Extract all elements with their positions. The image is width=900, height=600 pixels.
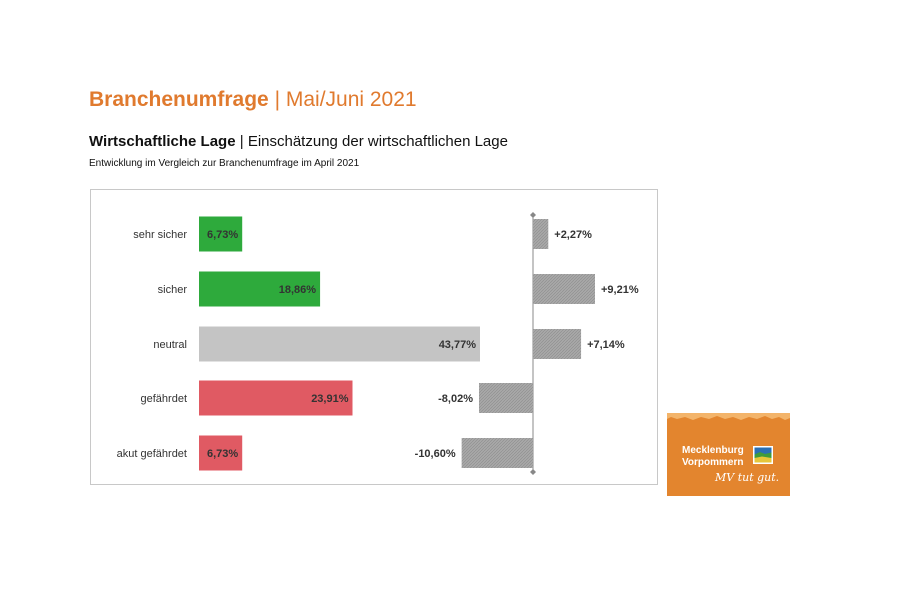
change-label: +7,14% (587, 339, 625, 351)
category-label: akut gefährdet (117, 448, 187, 460)
logo-line2: Vorpommern (682, 457, 744, 468)
change-bar (533, 329, 582, 359)
share-label: 23,91% (311, 393, 349, 405)
title-rest: | Mai/Juni 2021 (274, 88, 417, 111)
chart-subtitle: Wirtschaftliche Lage | Einschätzung der … (89, 133, 508, 150)
share-label: 6,73% (207, 448, 238, 460)
change-label: +9,21% (601, 284, 639, 296)
category-label: neutral (153, 339, 187, 351)
logo-torn-edge (667, 413, 790, 420)
chart-note: Entwicklung im Vergleich zur Branchenumf… (89, 158, 360, 169)
landscape-emblem-icon (753, 446, 773, 464)
change-bar (533, 274, 595, 304)
subtitle-bold: Wirtschaftliche Lage (89, 133, 236, 150)
change-bar (461, 438, 533, 468)
category-label: sehr sicher (133, 229, 187, 241)
logo-line1: Mecklenburg (682, 445, 744, 456)
share-bar (199, 326, 480, 362)
logo-tagline: MV tut gut. (715, 471, 780, 484)
share-bar (199, 216, 243, 252)
axis-top-marker (530, 212, 536, 218)
change-bar (533, 219, 549, 249)
chart-frame: sehr sicher 6,73% sicher 18,86% neutral 43,77… (90, 189, 658, 485)
category-label: sicher (158, 284, 188, 296)
share-bar (199, 271, 321, 307)
share-bar (199, 435, 243, 471)
share-bar (199, 380, 353, 416)
page-title: Branchenumfrage | Mai/Juni 2021 (89, 88, 417, 112)
bar-chart: sehr sicher 6,73% sicher 18,86% neutral 43,77… (117, 212, 639, 475)
share-label: 6,73% (207, 229, 238, 241)
title-bold: Branchenumfrage (89, 88, 269, 111)
change-label: -10,60% (415, 448, 456, 460)
subtitle-rest: | Einschätzung der wirtschaftlichen Lage (239, 133, 508, 150)
change-label: +2,27% (554, 229, 592, 241)
share-label: 18,86% (279, 284, 317, 296)
category-label: gefährdet (141, 393, 187, 405)
mv-logo: Mecklenburg Vorpommern MV tut gut. (667, 413, 790, 496)
axis-bottom-marker (530, 469, 536, 475)
change-bar (479, 383, 533, 413)
change-label: -8,02% (438, 393, 473, 405)
share-label: 43,77% (439, 339, 477, 351)
